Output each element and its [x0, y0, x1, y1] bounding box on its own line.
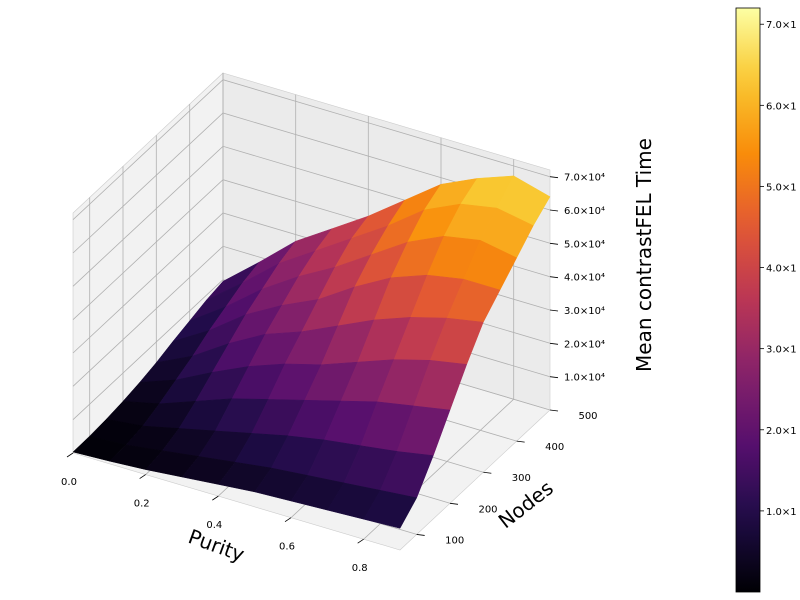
colorbar: 1.0×1 2.0×1 3.0×1 4.0×1 5.0×1 6.0×1 7.0×1	[735, 7, 797, 593]
z-tick-label: 7.0×10⁴	[564, 173, 605, 184]
y-tick-label: 300	[512, 473, 531, 484]
x-tick-label: 0.6	[279, 542, 295, 553]
colorbar-tick-label: 6.0×1	[766, 101, 797, 112]
y-tick-label: 400	[545, 442, 564, 453]
y-tick-mark	[483, 471, 492, 474]
axis-ticks: 0.0 0.2 0.4 0.6 0.8 100 200 300 400 500 1.0×10⁴ 2.0…	[61, 173, 605, 575]
z-tick-label: 5.0×10⁴	[564, 239, 605, 250]
colorbar-tick-label: 5.0×1	[766, 182, 797, 193]
colorbar-tick-label: 2.0×1	[766, 426, 797, 437]
colorbar-bar	[735, 7, 761, 593]
z-axis-label: Mean contrastFEL Time	[632, 138, 656, 372]
z-tick-mark	[549, 342, 559, 345]
z-grid-line	[72, 112, 551, 254]
x-tick-mark	[284, 517, 292, 522]
z-tick-mark	[549, 276, 559, 279]
z-tick-mark	[549, 376, 559, 379]
z-tick-label: 2.0×10⁴	[564, 339, 605, 350]
x-tick-mark	[66, 452, 74, 458]
y-tick-label: 100	[445, 535, 464, 546]
z-tick-mark	[549, 176, 559, 179]
x-tick-label: 0.0	[61, 477, 77, 488]
colorbar-tick-label: 1.0×1	[766, 507, 797, 518]
z-tick-mark	[549, 309, 559, 312]
z-tick-label: 3.0×10⁴	[564, 306, 605, 317]
z-tick-label: 4.0×10⁴	[564, 273, 605, 284]
y-axis-label: Nodes	[494, 476, 558, 533]
x-tick-mark	[357, 538, 364, 544]
z-tick-label: 1.0×10⁴	[564, 373, 605, 384]
x-tick-label: 0.4	[206, 520, 222, 531]
y-tick-mark	[549, 409, 559, 412]
y-tick-mark	[416, 534, 425, 536]
colorbar-tick-label: 7.0×1	[766, 20, 797, 31]
z-tick-mark	[549, 242, 559, 245]
y-tick-mark	[449, 502, 459, 505]
x-tick-label: 0.8	[352, 563, 368, 574]
z-tick-mark	[549, 209, 559, 212]
colorbar-tick-label: 4.0×1	[766, 264, 797, 275]
y-tick-label: 200	[478, 504, 497, 515]
colorbar-tick-label: 3.0×1	[766, 345, 797, 356]
x-tick-mark	[139, 474, 146, 479]
y-tick-label: 500	[578, 411, 597, 422]
z-tick-label: 6.0×10⁴	[564, 206, 605, 217]
z-grid-line	[72, 79, 551, 220]
x-tick-label: 0.2	[134, 499, 150, 510]
surface-facet	[363, 490, 418, 529]
y-tick-mark	[516, 440, 525, 443]
surface-plot	[72, 175, 551, 529]
x-tick-mark	[212, 495, 219, 501]
